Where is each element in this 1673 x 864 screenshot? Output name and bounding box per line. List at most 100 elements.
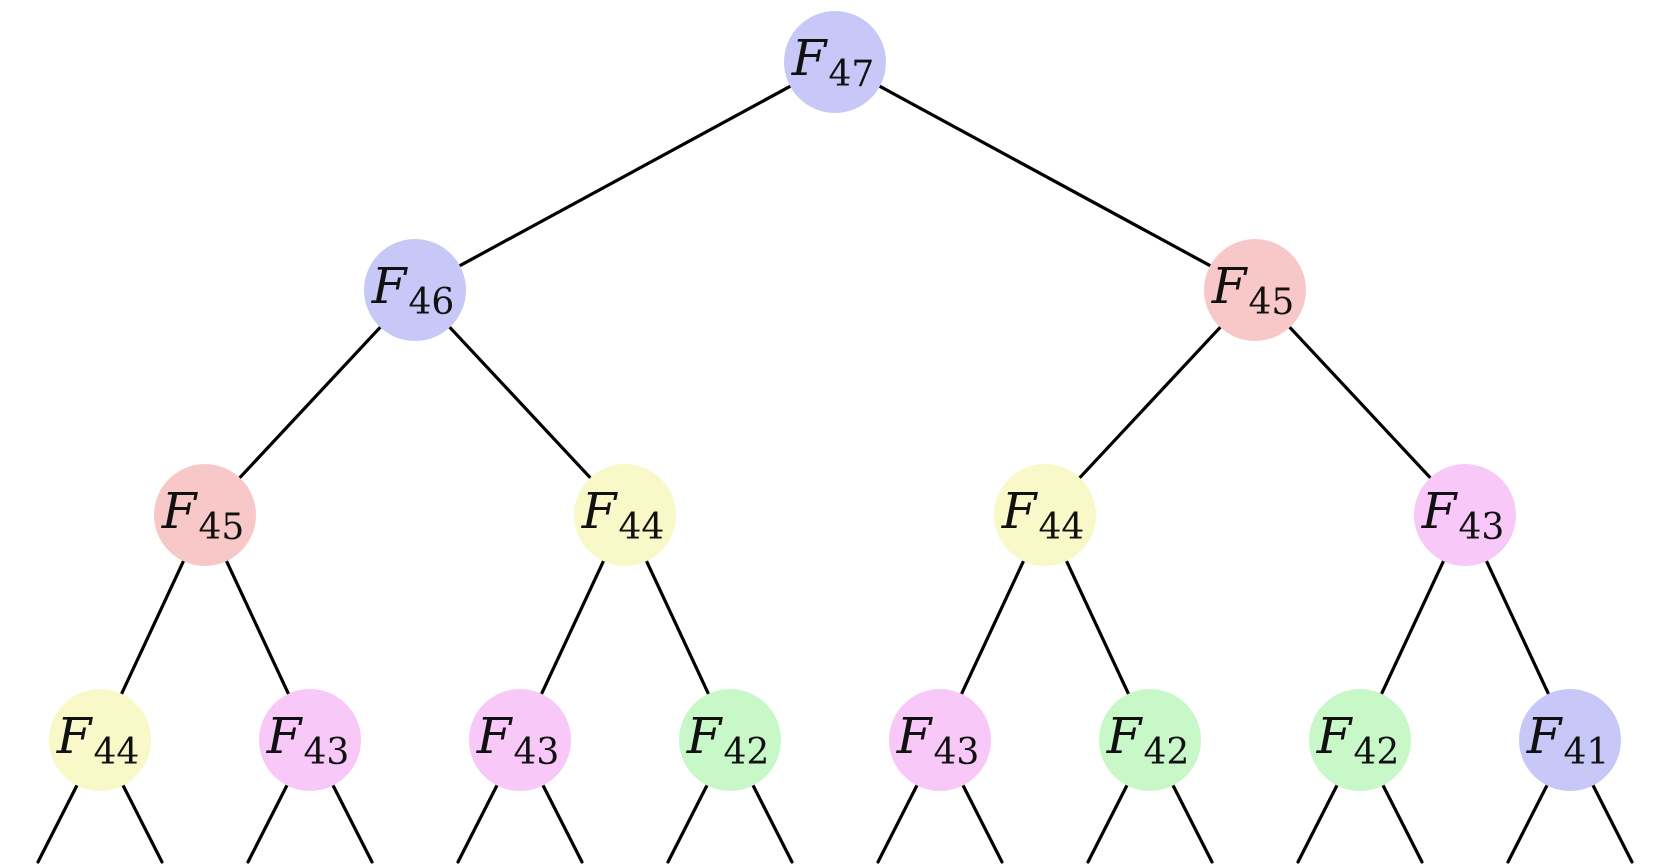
node-circle [994, 464, 1096, 566]
node-label-base: F [476, 707, 514, 765]
node-label: F44 [581, 482, 665, 548]
tree-node: F44 [994, 464, 1096, 566]
tree-node: F42 [679, 689, 781, 791]
tree-edge [539, 559, 606, 696]
node-label-base: F [161, 482, 199, 540]
tree-edge-stub [751, 783, 794, 864]
tree-edge-stub [1171, 783, 1214, 864]
tree-edge-stub [246, 783, 289, 864]
tree-edge [1078, 325, 1222, 480]
node-label-subscript: 43 [303, 732, 349, 773]
node-label-base: F [791, 29, 829, 87]
node-circle [679, 689, 781, 791]
node-circle [154, 464, 256, 566]
node-label: F43 [266, 707, 350, 773]
node-label-subscript: 43 [1458, 507, 1504, 548]
node-label: F44 [1001, 482, 1085, 548]
node-circle [49, 689, 151, 791]
node-label: F43 [476, 707, 560, 773]
tree-edge [448, 325, 592, 480]
node-label-base: F [581, 482, 619, 540]
node-label: F45 [161, 482, 245, 548]
node-label-subscript: 42 [1353, 732, 1399, 773]
node-label-subscript: 43 [513, 732, 559, 773]
node-label-base: F [1526, 707, 1564, 765]
node-label: F47 [791, 29, 875, 95]
tree-edge [1288, 325, 1432, 480]
node-label-subscript: 45 [1248, 282, 1294, 323]
tree-node: F43 [1414, 464, 1516, 566]
node-label-base: F [686, 707, 724, 765]
node-circle [889, 689, 991, 791]
node-circle [364, 239, 466, 341]
tree-node: F43 [889, 689, 991, 791]
node-label: F46 [371, 257, 455, 323]
tree-edge [878, 84, 1212, 268]
tree-edge [1379, 559, 1446, 696]
tree-edge [238, 325, 382, 480]
tree-node: F43 [259, 689, 361, 791]
tree-edge [1064, 559, 1131, 696]
tree-edge [224, 559, 291, 696]
tree-node: F42 [1309, 689, 1411, 791]
node-label: F42 [1106, 707, 1190, 773]
node-label-base: F [1211, 257, 1249, 315]
tree-node: F47 [784, 11, 886, 113]
tree-node: F45 [1204, 239, 1306, 341]
node-label-subscript: 46 [408, 282, 454, 323]
node-label: F43 [1421, 482, 1505, 548]
tree-node: F42 [1099, 689, 1201, 791]
tree-edge-stub [121, 783, 164, 864]
tree-edge-stub [456, 783, 499, 864]
tree-edge-stub [36, 783, 79, 864]
node-label-base: F [1316, 707, 1354, 765]
node-label-base: F [1106, 707, 1144, 765]
node-label-subscript: 45 [198, 507, 244, 548]
node-label-subscript: 44 [1038, 507, 1084, 548]
node-circle [1099, 689, 1201, 791]
node-circle [259, 689, 361, 791]
node-label-base: F [896, 707, 934, 765]
tree-edge-stub [1381, 783, 1424, 864]
tree-edge-stub [331, 783, 374, 864]
tree-node: F46 [364, 239, 466, 341]
node-label-subscript: 44 [93, 732, 139, 773]
node-circle [1309, 689, 1411, 791]
node-label-subscript: 47 [828, 54, 874, 95]
tree-edge-stub [876, 783, 919, 864]
node-label-base: F [371, 257, 409, 315]
tree-node: F43 [469, 689, 571, 791]
node-label: F45 [1211, 257, 1295, 323]
tree-edge-stub [1506, 783, 1549, 864]
node-label-base: F [1421, 482, 1459, 540]
node-circle [469, 689, 571, 791]
node-label-subscript: 43 [933, 732, 979, 773]
tree-edge [959, 559, 1026, 696]
tree-edge-stub [541, 783, 584, 864]
node-label-subscript: 41 [1563, 732, 1609, 773]
node-label-base: F [1001, 482, 1039, 540]
node-label-base: F [56, 707, 94, 765]
tree-edge-stub [666, 783, 709, 864]
tree-edge-stub [1591, 783, 1634, 864]
node-circle [1414, 464, 1516, 566]
node-label: F42 [1316, 707, 1400, 773]
node-circle [1204, 239, 1306, 341]
tree-edge [119, 559, 186, 696]
tree-edge-stub [961, 783, 1004, 864]
tree-edge [1484, 559, 1551, 696]
node-circle [574, 464, 676, 566]
tree-node: F44 [49, 689, 151, 791]
node-label-subscript: 44 [618, 507, 664, 548]
tree-edge-stub [1086, 783, 1129, 864]
node-label-subscript: 42 [1143, 732, 1189, 773]
node-label-subscript: 42 [723, 732, 769, 773]
node-label: F43 [896, 707, 980, 773]
tree-edge [458, 84, 792, 268]
node-label: F42 [686, 707, 770, 773]
node-circle [1519, 689, 1621, 791]
node-circle [784, 11, 886, 113]
tree-node: F41 [1519, 689, 1621, 791]
tree-edge [644, 559, 711, 696]
